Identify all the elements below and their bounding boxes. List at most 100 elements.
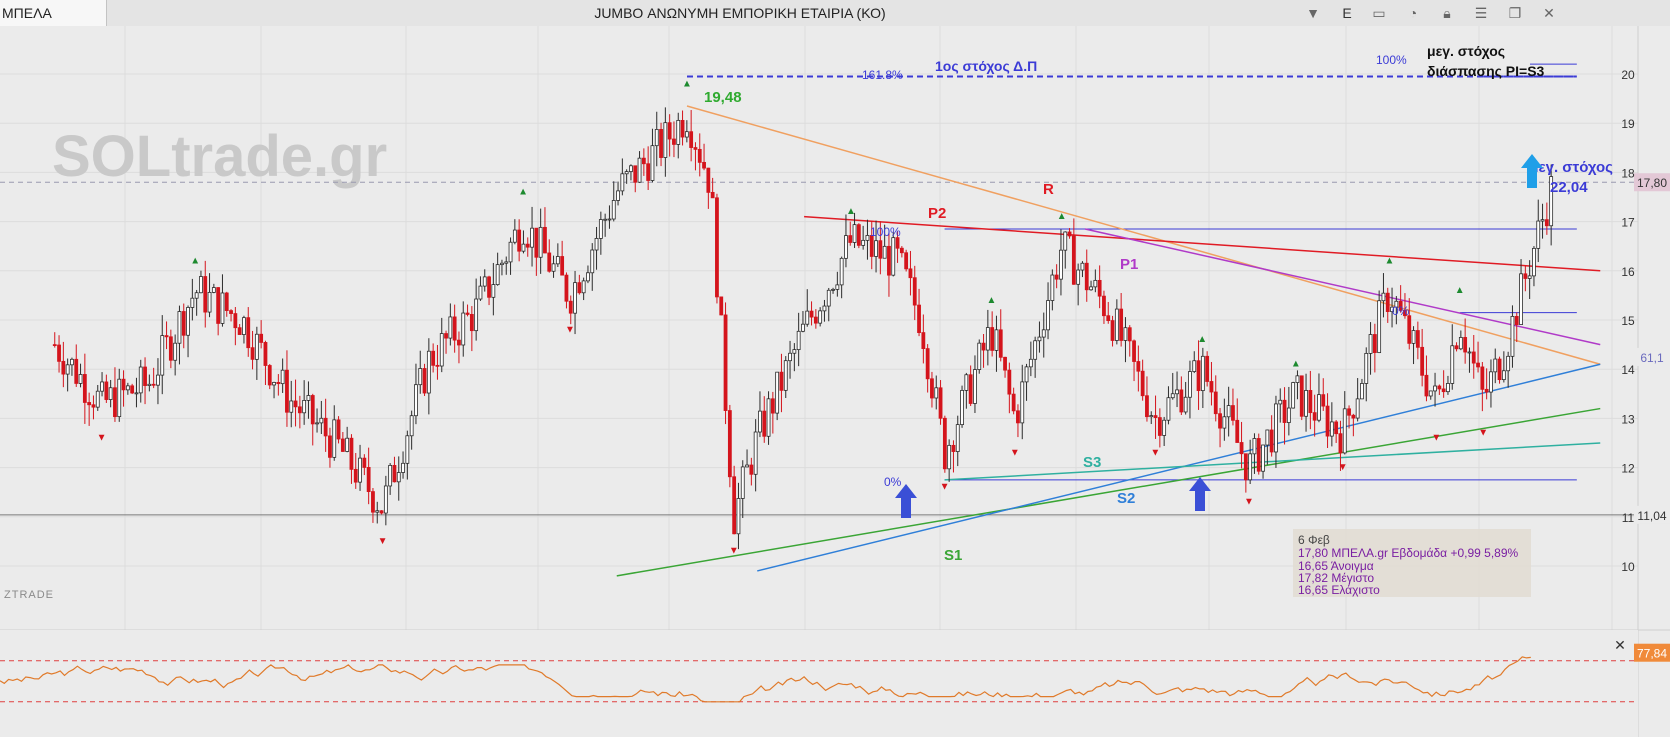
candle-body: [392, 464, 397, 483]
layout-icon[interactable]: ▭: [1372, 5, 1386, 21]
pivot-low-marker: ▼: [1244, 497, 1254, 508]
candle-body: [190, 297, 195, 308]
candle-body: [61, 360, 66, 375]
candle-body: [272, 382, 276, 386]
candle-body: [917, 304, 921, 333]
candle-body: [78, 374, 83, 384]
info-line-4: 16,65 Ελάχιστο: [1298, 583, 1380, 597]
candle-body: [104, 381, 109, 400]
candle-body: [1372, 334, 1377, 354]
y-tick-label: 20: [1621, 68, 1635, 82]
candle-body: [1317, 394, 1321, 421]
candle-body: [1033, 340, 1038, 360]
mode-button[interactable]: E: [1342, 5, 1352, 21]
candle-body: [1523, 273, 1528, 279]
candle-body: [156, 374, 160, 386]
big-target-label-1: Μεγ. στόχος: [1526, 159, 1613, 176]
rsi-panel[interactable]: 77,84 ✕: [0, 630, 1670, 737]
candle-body: [577, 282, 582, 294]
restore-icon[interactable]: ❐: [1508, 5, 1522, 21]
candle-body: [689, 131, 694, 148]
candle-body: [560, 256, 565, 276]
candle-body: [452, 316, 457, 341]
rsi-value-tag-bg: [1634, 643, 1670, 662]
candle-body: [199, 276, 203, 294]
candle-body: [899, 247, 904, 254]
candle-body: [1493, 358, 1498, 373]
candle-body: [1127, 327, 1132, 342]
dropdown-icon[interactable]: ▼: [1306, 5, 1320, 21]
candle-body: [1377, 300, 1382, 354]
candle-body: [779, 371, 784, 391]
candle-body: [1381, 292, 1386, 302]
candle-body: [1433, 385, 1437, 392]
candle-body: [629, 165, 633, 172]
candle-body: [113, 387, 117, 418]
candle-body: [826, 289, 831, 307]
candle-body: [990, 327, 995, 351]
candle-body: [801, 323, 805, 332]
target-pi-label-2: διάσπασης PI=S3: [1427, 63, 1545, 79]
pivot-low-marker: ▼: [565, 324, 575, 335]
candle-body: [1338, 433, 1343, 454]
candle-body: [620, 173, 625, 192]
candle-body: [1114, 308, 1119, 341]
candle-body: [758, 410, 762, 433]
chart-labels: 19,48 1ος στόχος Δ.Π 161.8% 100% 0% 0% 100% μεγ…: [704, 43, 1670, 564]
candle-body: [487, 276, 491, 298]
candle-body: [861, 239, 866, 246]
menu-icon[interactable]: ☰: [1474, 5, 1488, 21]
candle-body: [1269, 429, 1274, 453]
candle-body: [426, 350, 431, 394]
candle-body: [259, 333, 264, 343]
candle-body: [138, 366, 143, 394]
info-line-1: 17,80 ΜΠΕΛΑ.gr Εβδομάδα +0,99 5,89%: [1298, 546, 1519, 560]
candle-body: [680, 119, 685, 138]
candle-body: [960, 390, 964, 426]
candle-body: [1334, 421, 1339, 435]
candle-body: [1050, 274, 1055, 301]
candle-body: [65, 364, 70, 375]
candle-body: [353, 468, 358, 483]
pivot-low-marker: ▼: [1150, 447, 1160, 458]
candle-body: [435, 364, 440, 367]
candle-body: [1407, 315, 1412, 344]
info-line-2: 16,65 Άνοιγμα: [1298, 559, 1374, 573]
y-tick-label: 18: [1621, 166, 1635, 180]
y-tick-label: 13: [1621, 412, 1635, 426]
close-icon[interactable]: ✕: [1543, 5, 1555, 21]
info-date: 6 Φεβ: [1298, 533, 1330, 547]
support-up-arrow-1: [895, 484, 917, 518]
fib-1618-label: 161.8%: [862, 68, 903, 82]
candle-body: [396, 472, 401, 483]
fib-small-0-label: 0%: [1392, 304, 1410, 318]
candle-body: [813, 316, 818, 324]
candles[interactable]: [52, 107, 1554, 550]
candle-body: [1213, 391, 1218, 415]
trendlines[interactable]: [0, 63, 1638, 577]
candle-body: [650, 145, 655, 181]
candle-body: [887, 245, 891, 276]
candle-body: [1080, 262, 1085, 271]
lock-icon[interactable]: 🔒︎: [1443, 5, 1451, 21]
candle-body: [431, 350, 436, 366]
last-price-tag-bg: [1634, 173, 1670, 192]
symbol-field[interactable]: ΜΠΕΛΑ: [0, 0, 107, 26]
candle-body: [697, 148, 702, 163]
candle-body: [543, 226, 547, 254]
candle-body: [633, 165, 638, 183]
candle-body: [1067, 231, 1072, 237]
price-chart[interactable]: SOLtrade.gr ZTRADE ▼▲▼▲▼▲▼▲▼▲▼▲▼▲▼▲▼▲▼▲▼…: [0, 26, 1670, 737]
candle-body: [856, 224, 861, 246]
candle-body: [1355, 398, 1360, 419]
candle-body: [831, 288, 835, 291]
rsi-close-icon[interactable]: ✕: [1614, 637, 1626, 653]
candle-body: [57, 344, 61, 362]
candle-body: [955, 424, 960, 452]
candle-body: [1243, 453, 1248, 481]
fib-100-label: 100%: [870, 225, 901, 239]
info-box-bg: [1293, 529, 1531, 597]
comment-icon[interactable]: ◔: [1408, 5, 1418, 21]
candle-body: [547, 252, 552, 272]
